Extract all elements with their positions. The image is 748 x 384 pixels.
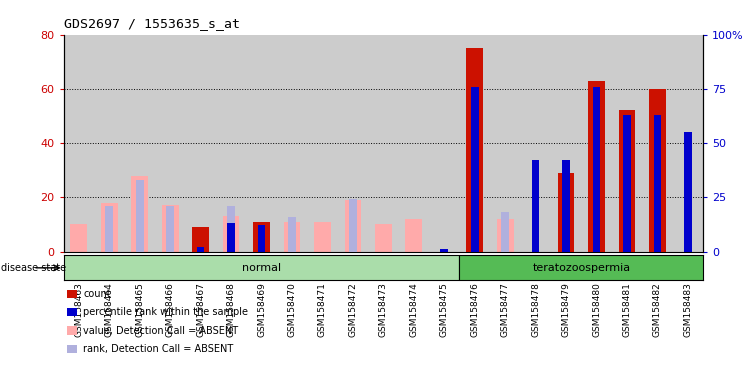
- Text: GSM158483: GSM158483: [684, 282, 693, 337]
- Bar: [227, 223, 235, 252]
- Text: GSM158464: GSM158464: [105, 282, 114, 337]
- Bar: [186, 35, 216, 252]
- Text: GSM158471: GSM158471: [318, 282, 327, 337]
- Bar: [227, 206, 235, 252]
- Bar: [399, 35, 429, 252]
- Text: GSM158468: GSM158468: [227, 282, 236, 337]
- Bar: [197, 247, 204, 252]
- Text: GSM158470: GSM158470: [287, 282, 296, 337]
- Bar: [532, 161, 539, 252]
- Bar: [155, 35, 186, 252]
- Bar: [307, 35, 337, 252]
- Bar: [466, 48, 483, 252]
- Bar: [349, 199, 357, 252]
- Bar: [375, 224, 392, 252]
- Bar: [246, 35, 277, 252]
- Bar: [471, 180, 479, 252]
- Bar: [459, 255, 703, 280]
- Text: GSM158480: GSM158480: [592, 282, 601, 337]
- Bar: [253, 222, 270, 252]
- Text: GSM158476: GSM158476: [470, 282, 479, 337]
- Bar: [136, 180, 144, 252]
- Bar: [588, 81, 605, 252]
- Bar: [258, 225, 266, 252]
- Bar: [94, 35, 124, 252]
- Bar: [592, 87, 601, 252]
- Bar: [223, 216, 239, 252]
- Bar: [649, 89, 666, 252]
- Bar: [612, 35, 643, 252]
- Text: GSM158466: GSM158466: [165, 282, 175, 337]
- Text: value, Detection Call = ABSENT: value, Detection Call = ABSENT: [83, 326, 238, 336]
- Bar: [558, 173, 574, 252]
- Bar: [490, 35, 521, 252]
- Text: GSM158478: GSM158478: [531, 282, 540, 337]
- Bar: [497, 219, 514, 252]
- Text: GSM158463: GSM158463: [74, 282, 83, 337]
- Bar: [405, 219, 422, 252]
- Text: GSM158469: GSM158469: [257, 282, 266, 337]
- Text: GSM158477: GSM158477: [500, 282, 509, 337]
- Text: GSM158474: GSM158474: [409, 282, 418, 337]
- Bar: [623, 115, 631, 252]
- Bar: [288, 217, 295, 252]
- Text: GSM158472: GSM158472: [349, 282, 358, 337]
- Bar: [654, 115, 661, 252]
- Text: percentile rank within the sample: percentile rank within the sample: [83, 307, 248, 317]
- Text: GSM158473: GSM158473: [378, 282, 388, 337]
- Text: normal: normal: [242, 263, 281, 273]
- Bar: [501, 212, 509, 252]
- Bar: [283, 222, 301, 252]
- Text: GSM158482: GSM158482: [653, 282, 662, 337]
- Bar: [64, 35, 94, 252]
- Bar: [643, 35, 672, 252]
- Text: teratozoospermia: teratozoospermia: [533, 263, 631, 273]
- Bar: [124, 35, 155, 252]
- Bar: [105, 206, 113, 252]
- Bar: [162, 205, 179, 252]
- Bar: [192, 227, 209, 252]
- Text: rank, Detection Call = ABSENT: rank, Detection Call = ABSENT: [83, 344, 233, 354]
- Text: GDS2697 / 1553635_s_at: GDS2697 / 1553635_s_at: [64, 17, 239, 30]
- Bar: [672, 35, 703, 252]
- Bar: [345, 200, 361, 252]
- Text: GSM158465: GSM158465: [135, 282, 144, 337]
- Text: GSM158481: GSM158481: [622, 282, 631, 337]
- Text: GSM158475: GSM158475: [440, 282, 449, 337]
- Bar: [277, 35, 307, 252]
- Bar: [64, 255, 459, 280]
- Bar: [314, 222, 331, 252]
- Bar: [429, 35, 459, 252]
- Bar: [70, 224, 88, 252]
- Bar: [581, 35, 612, 252]
- Bar: [368, 35, 399, 252]
- Bar: [471, 87, 479, 252]
- Text: disease state: disease state: [1, 263, 67, 273]
- Text: GSM158467: GSM158467: [196, 282, 205, 337]
- Bar: [441, 249, 448, 252]
- Bar: [337, 35, 368, 252]
- Bar: [166, 206, 174, 252]
- Bar: [459, 35, 490, 252]
- Bar: [619, 111, 635, 252]
- Text: count: count: [83, 289, 111, 299]
- Bar: [562, 161, 570, 252]
- Bar: [521, 35, 551, 252]
- Bar: [551, 35, 581, 252]
- Bar: [132, 175, 148, 252]
- Bar: [216, 35, 246, 252]
- Bar: [101, 203, 117, 252]
- Text: GSM158479: GSM158479: [562, 282, 571, 337]
- Bar: [684, 132, 692, 252]
